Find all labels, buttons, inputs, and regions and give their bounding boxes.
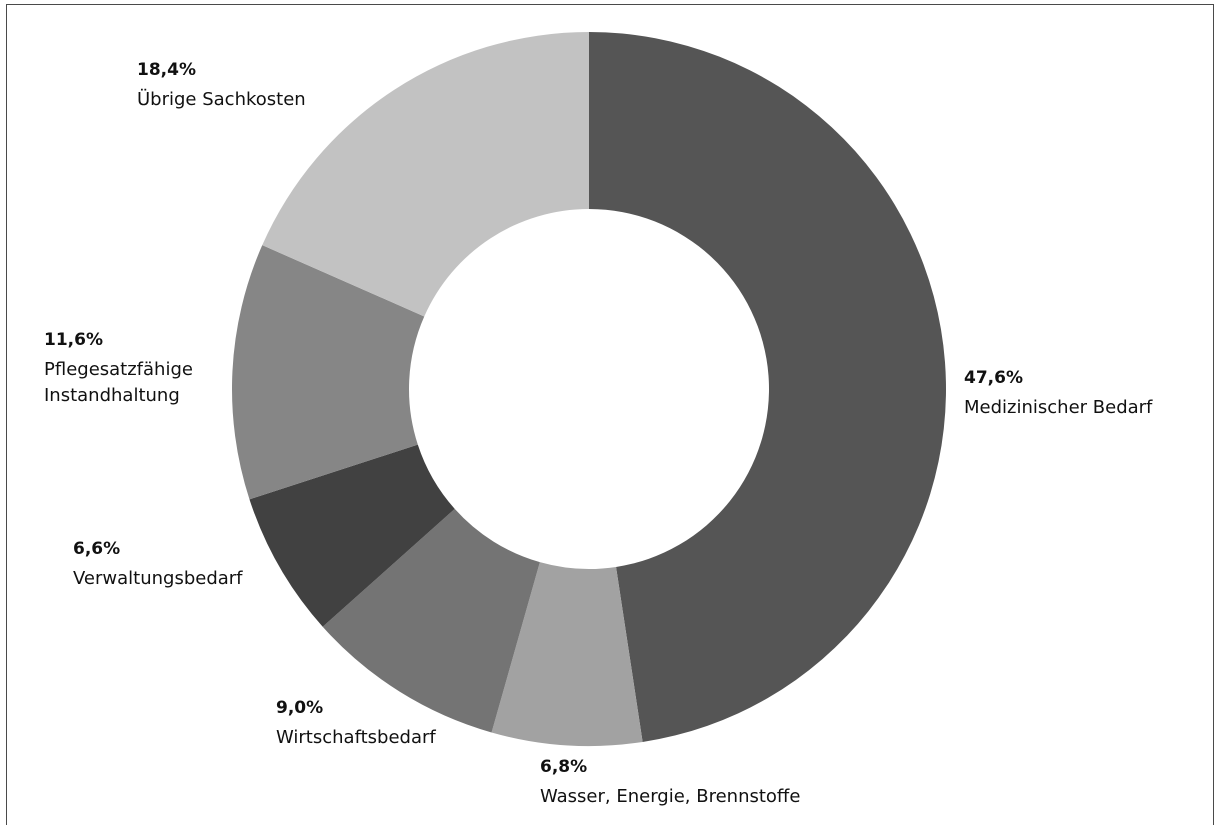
slice-wirtschaftsbedarf [322, 508, 540, 733]
slice-value-label: 9,0% [276, 698, 323, 718]
slice-value-label: 6,6% [73, 539, 120, 559]
slice-labels: 47,6% Medizinischer Bedarf 6,8% Wasser, Ene… [44, 60, 1153, 807]
slice-category-label: Wasser, Energie, Brennstoffe [540, 786, 800, 807]
slice-pflegesatzfähige-instandhaltung [232, 245, 425, 500]
slice-value-label: 47,6% [964, 368, 1023, 388]
slice-category-label: Instandhaltung [44, 385, 180, 406]
slice-category-label: Pflegesatzfähige [44, 359, 193, 380]
slice-category-label: Übrige Sachkosten [137, 88, 306, 110]
slice-category-label: Medizinischer Bedarf [964, 397, 1153, 418]
slice-value-label: 11,6% [44, 330, 103, 350]
slice-value-label: 6,8% [540, 757, 587, 777]
slice-wasser-energie-brennstoffe [491, 562, 643, 746]
slice-verwaltungsbedarf [249, 444, 455, 627]
slice-übrige-sachkosten [262, 32, 589, 317]
slice-value-label: 18,4% [137, 60, 196, 80]
slice-category-label: Wirtschaftsbedarf [276, 727, 436, 748]
slice-category-label: Verwaltungsbedarf [73, 568, 243, 589]
slice-medizinischer-bedarf [589, 32, 946, 742]
donut-slices [232, 32, 946, 746]
